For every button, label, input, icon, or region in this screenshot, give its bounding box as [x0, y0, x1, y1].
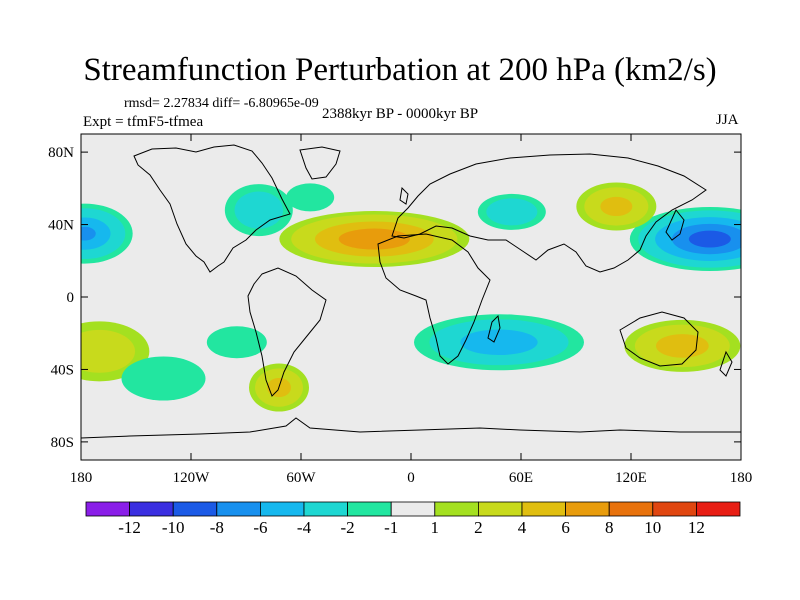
- anomaly-south-atlantic-low: [206, 326, 267, 359]
- colorbar: -12 -10 -8 -6 -4 -2 -1 1 2 4 6 8 10 12: [85, 501, 741, 537]
- axes: 180 120W 60W 0 60E 120E 180 80N 40N 0 40S 80S: [48, 134, 752, 486]
- contour-level: [121, 356, 206, 401]
- x-tick-label: 120E: [615, 470, 647, 486]
- colorbar-box: [434, 501, 479, 517]
- colorbar-label: -10: [162, 518, 185, 537]
- contour-level: [600, 196, 633, 217]
- x-tick-label: 180: [70, 470, 93, 486]
- period-label: 2388kyr BP - 0000kyr BP: [322, 106, 479, 122]
- anomaly-east-asia-pacific-low: [629, 207, 741, 272]
- colorbar-box: [696, 501, 741, 517]
- coastlines: [81, 144, 741, 439]
- x-tick-label: 60W: [286, 470, 316, 486]
- colorbar-label: 1: [431, 518, 440, 537]
- anomaly-north-pacific-high: [576, 182, 657, 231]
- colorbar-box: [172, 501, 218, 517]
- anomaly-north-atlantic-africa-high: [279, 211, 470, 268]
- map-background: [81, 134, 741, 460]
- experiment-label: Expt = tfmF5-tfmea: [83, 114, 204, 130]
- contour-level: [206, 326, 267, 359]
- colorbar-label: -8: [210, 518, 224, 537]
- africa-coast: [377, 233, 491, 365]
- colorbar-box: [347, 501, 392, 517]
- colorbar-box: [521, 501, 566, 517]
- new-zealand-coast: [719, 350, 733, 377]
- greenland-coast: [299, 146, 341, 180]
- colorbar-label: 12: [688, 518, 705, 537]
- colorbar-label: 6: [561, 518, 570, 537]
- contour-level: [688, 230, 731, 248]
- chart-title: Streamfunction Perturbation at 200 hPa (…: [83, 52, 717, 88]
- north-america-coast: [133, 144, 291, 273]
- anomaly-central-asia-low: [477, 193, 546, 230]
- anomaly-southern-indian-low: [414, 314, 584, 371]
- south-america-coast: [247, 267, 327, 397]
- anomaly-north-atlantic-low: [286, 183, 335, 212]
- x-tick-label: 0: [407, 470, 415, 486]
- y-tick-label: 80N: [48, 145, 74, 161]
- y-tick-label: 0: [67, 290, 75, 306]
- colorbar-box: [259, 501, 305, 517]
- colorbar-box: [652, 501, 697, 517]
- colorbar-label: 10: [644, 518, 661, 537]
- australia-coast: [619, 311, 699, 367]
- contour-level: [486, 198, 538, 226]
- stats-label: rmsd= 2.27834 diff= -6.80965e-09: [124, 96, 319, 111]
- colorbar-label: -6: [253, 518, 267, 537]
- colorbar-box: [303, 501, 348, 517]
- colorbar-label: -12: [118, 518, 141, 537]
- colorbar-label: -2: [341, 518, 355, 537]
- uk-coast: [399, 186, 409, 205]
- anomaly-north-pacific-low-west: [81, 203, 133, 264]
- colorbar-box: [608, 501, 654, 517]
- colorbar-label: 4: [518, 518, 527, 537]
- season-label: JJA: [716, 112, 739, 128]
- contour-level: [81, 329, 136, 373]
- contour-level: [81, 226, 96, 241]
- contour-level: [286, 183, 335, 212]
- colorbar-label: -1: [384, 518, 398, 537]
- antarctica-coast: [81, 417, 741, 439]
- colorbar-box: [390, 501, 436, 517]
- contour-level: [234, 191, 284, 229]
- contour-level: [460, 329, 538, 356]
- colorbar-label: -4: [297, 518, 312, 537]
- japan-coast: [665, 209, 685, 241]
- y-tick-label: 40S: [51, 362, 74, 378]
- y-tick-label: 80S: [51, 435, 74, 451]
- colorbar-box: [216, 501, 261, 517]
- anomaly-australia-high: [624, 319, 741, 372]
- madagascar-coast: [487, 314, 501, 343]
- contour-field: [81, 182, 741, 412]
- colorbar-label: 2: [474, 518, 483, 537]
- x-tick-label: 120W: [173, 470, 211, 486]
- anomaly-southern-ocean-low: [121, 356, 206, 401]
- x-tick-label: 180: [730, 470, 753, 486]
- contour-level: [655, 334, 709, 358]
- y-tick-label: 40N: [48, 218, 74, 234]
- colorbar-box: [129, 501, 174, 517]
- colorbar-box: [565, 501, 610, 517]
- contour-level: [338, 228, 410, 250]
- colorbar-box: [477, 501, 523, 517]
- colorbar-box: [85, 501, 130, 517]
- x-tick-label: 60E: [509, 470, 533, 486]
- contour-level: [81, 217, 111, 250]
- colorbar-label: 8: [605, 518, 614, 537]
- eurasia-coast: [391, 153, 707, 273]
